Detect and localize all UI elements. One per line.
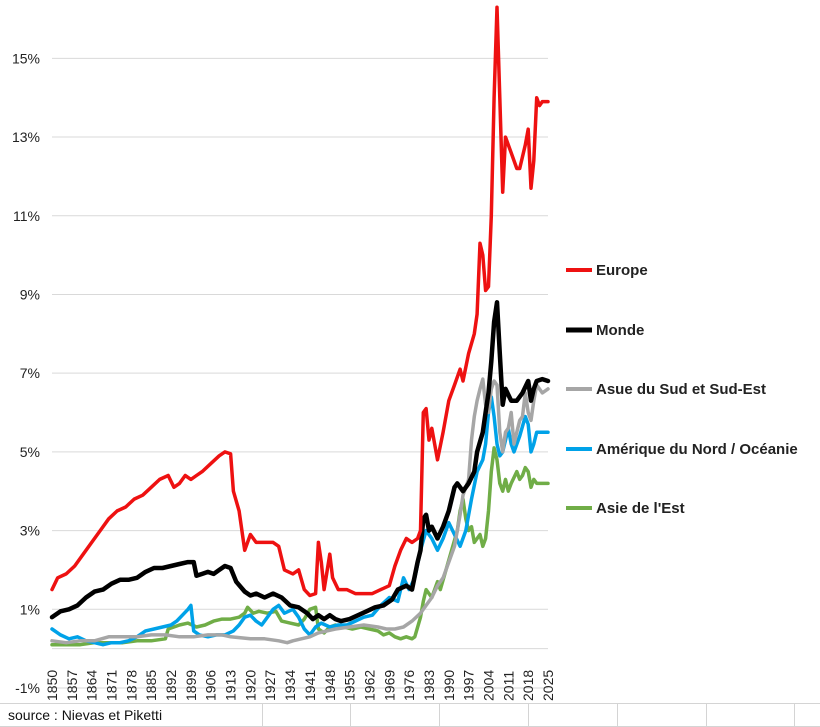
footer-cell-divider — [350, 704, 351, 726]
y-tick-label: -1% — [15, 680, 40, 696]
footer-cell-divider — [794, 704, 795, 726]
footer-cell-divider — [706, 704, 707, 726]
x-tick-label: 1906 — [203, 670, 219, 701]
x-tick-label: 1885 — [143, 670, 159, 701]
x-tick-label: 1955 — [342, 670, 358, 701]
series-line-monde — [49, 300, 551, 624]
footer-cell-divider — [439, 704, 440, 726]
legend-label: Europe — [596, 262, 648, 279]
x-tick-label: 1990 — [441, 670, 457, 701]
x-tick-label: 1892 — [163, 670, 179, 701]
y-tick-label: 15% — [12, 50, 40, 66]
series-line-am-rique-du-nord-oc-anie — [50, 395, 550, 647]
y-tick-label: 1% — [20, 601, 40, 617]
x-tick-label: 1850 — [44, 670, 60, 701]
x-tick-label: 1920 — [242, 670, 258, 701]
footer-cell-divider — [617, 704, 618, 726]
footer-cell-divider — [262, 704, 263, 726]
x-tick-label: 1878 — [123, 670, 139, 701]
x-tick-label: 1976 — [401, 670, 417, 701]
x-tick-label: 1864 — [84, 670, 100, 701]
series-lines — [49, 5, 551, 647]
x-tick-label: 1857 — [64, 670, 80, 701]
x-tick-label: 1871 — [104, 670, 120, 701]
legend: Europe Monde Asue du Sud et Sud-Est Amériqu… — [566, 262, 798, 517]
x-tick-label: 1913 — [223, 670, 239, 701]
y-tick-label: 5% — [20, 444, 40, 460]
y-axis-tick-labels: 15% 13% 11% 9% 7% 5% 3% 1% -1% — [12, 50, 40, 696]
x-tick-label: 1934 — [282, 670, 298, 701]
gridlines — [52, 57, 548, 689]
x-axis-tick-labels: 1850 1857 1864 1871 1878 1885 1892 1899 1906 1913… — [44, 670, 556, 701]
x-tick-label: 1948 — [322, 670, 338, 701]
x-tick-label: 2025 — [540, 670, 556, 701]
series-line-asie-de-l-est — [50, 446, 550, 647]
x-tick-label: 1997 — [461, 670, 477, 701]
series-line-europe — [50, 5, 550, 598]
legend-label: Monde — [596, 322, 644, 339]
x-tick-label: 1927 — [262, 670, 278, 701]
x-tick-label: 1941 — [302, 670, 318, 701]
y-tick-label: 7% — [20, 365, 40, 381]
y-tick-label: 3% — [20, 523, 40, 539]
legend-label: Asue du Sud et Sud-Est — [596, 381, 766, 398]
y-tick-label: 13% — [12, 129, 40, 145]
x-tick-label: 1899 — [183, 670, 199, 701]
line-chart: 15%13%11%9%7%5%3%1%-1% 1850 1857 1864 1871 1… — [12, 5, 798, 701]
legend-label: Amérique du Nord / Océanie — [596, 441, 798, 458]
footer-cell-divider — [528, 704, 529, 726]
x-tick-label: 1969 — [381, 670, 397, 701]
x-tick-label: 1962 — [361, 670, 377, 701]
x-tick-label: 1983 — [421, 670, 437, 701]
legend-label: Asie de l'Est — [596, 500, 685, 517]
y-tick-label: 9% — [20, 286, 40, 302]
source-note: source : Nievas et Piketti — [8, 707, 163, 723]
x-tick-label: 2004 — [480, 670, 496, 701]
x-tick-label: 2011 — [500, 671, 516, 701]
x-tick-label: 2018 — [520, 670, 536, 701]
series-line-asue-du-sud-et-sud-est — [50, 377, 550, 645]
y-tick-label: 11% — [13, 208, 40, 224]
